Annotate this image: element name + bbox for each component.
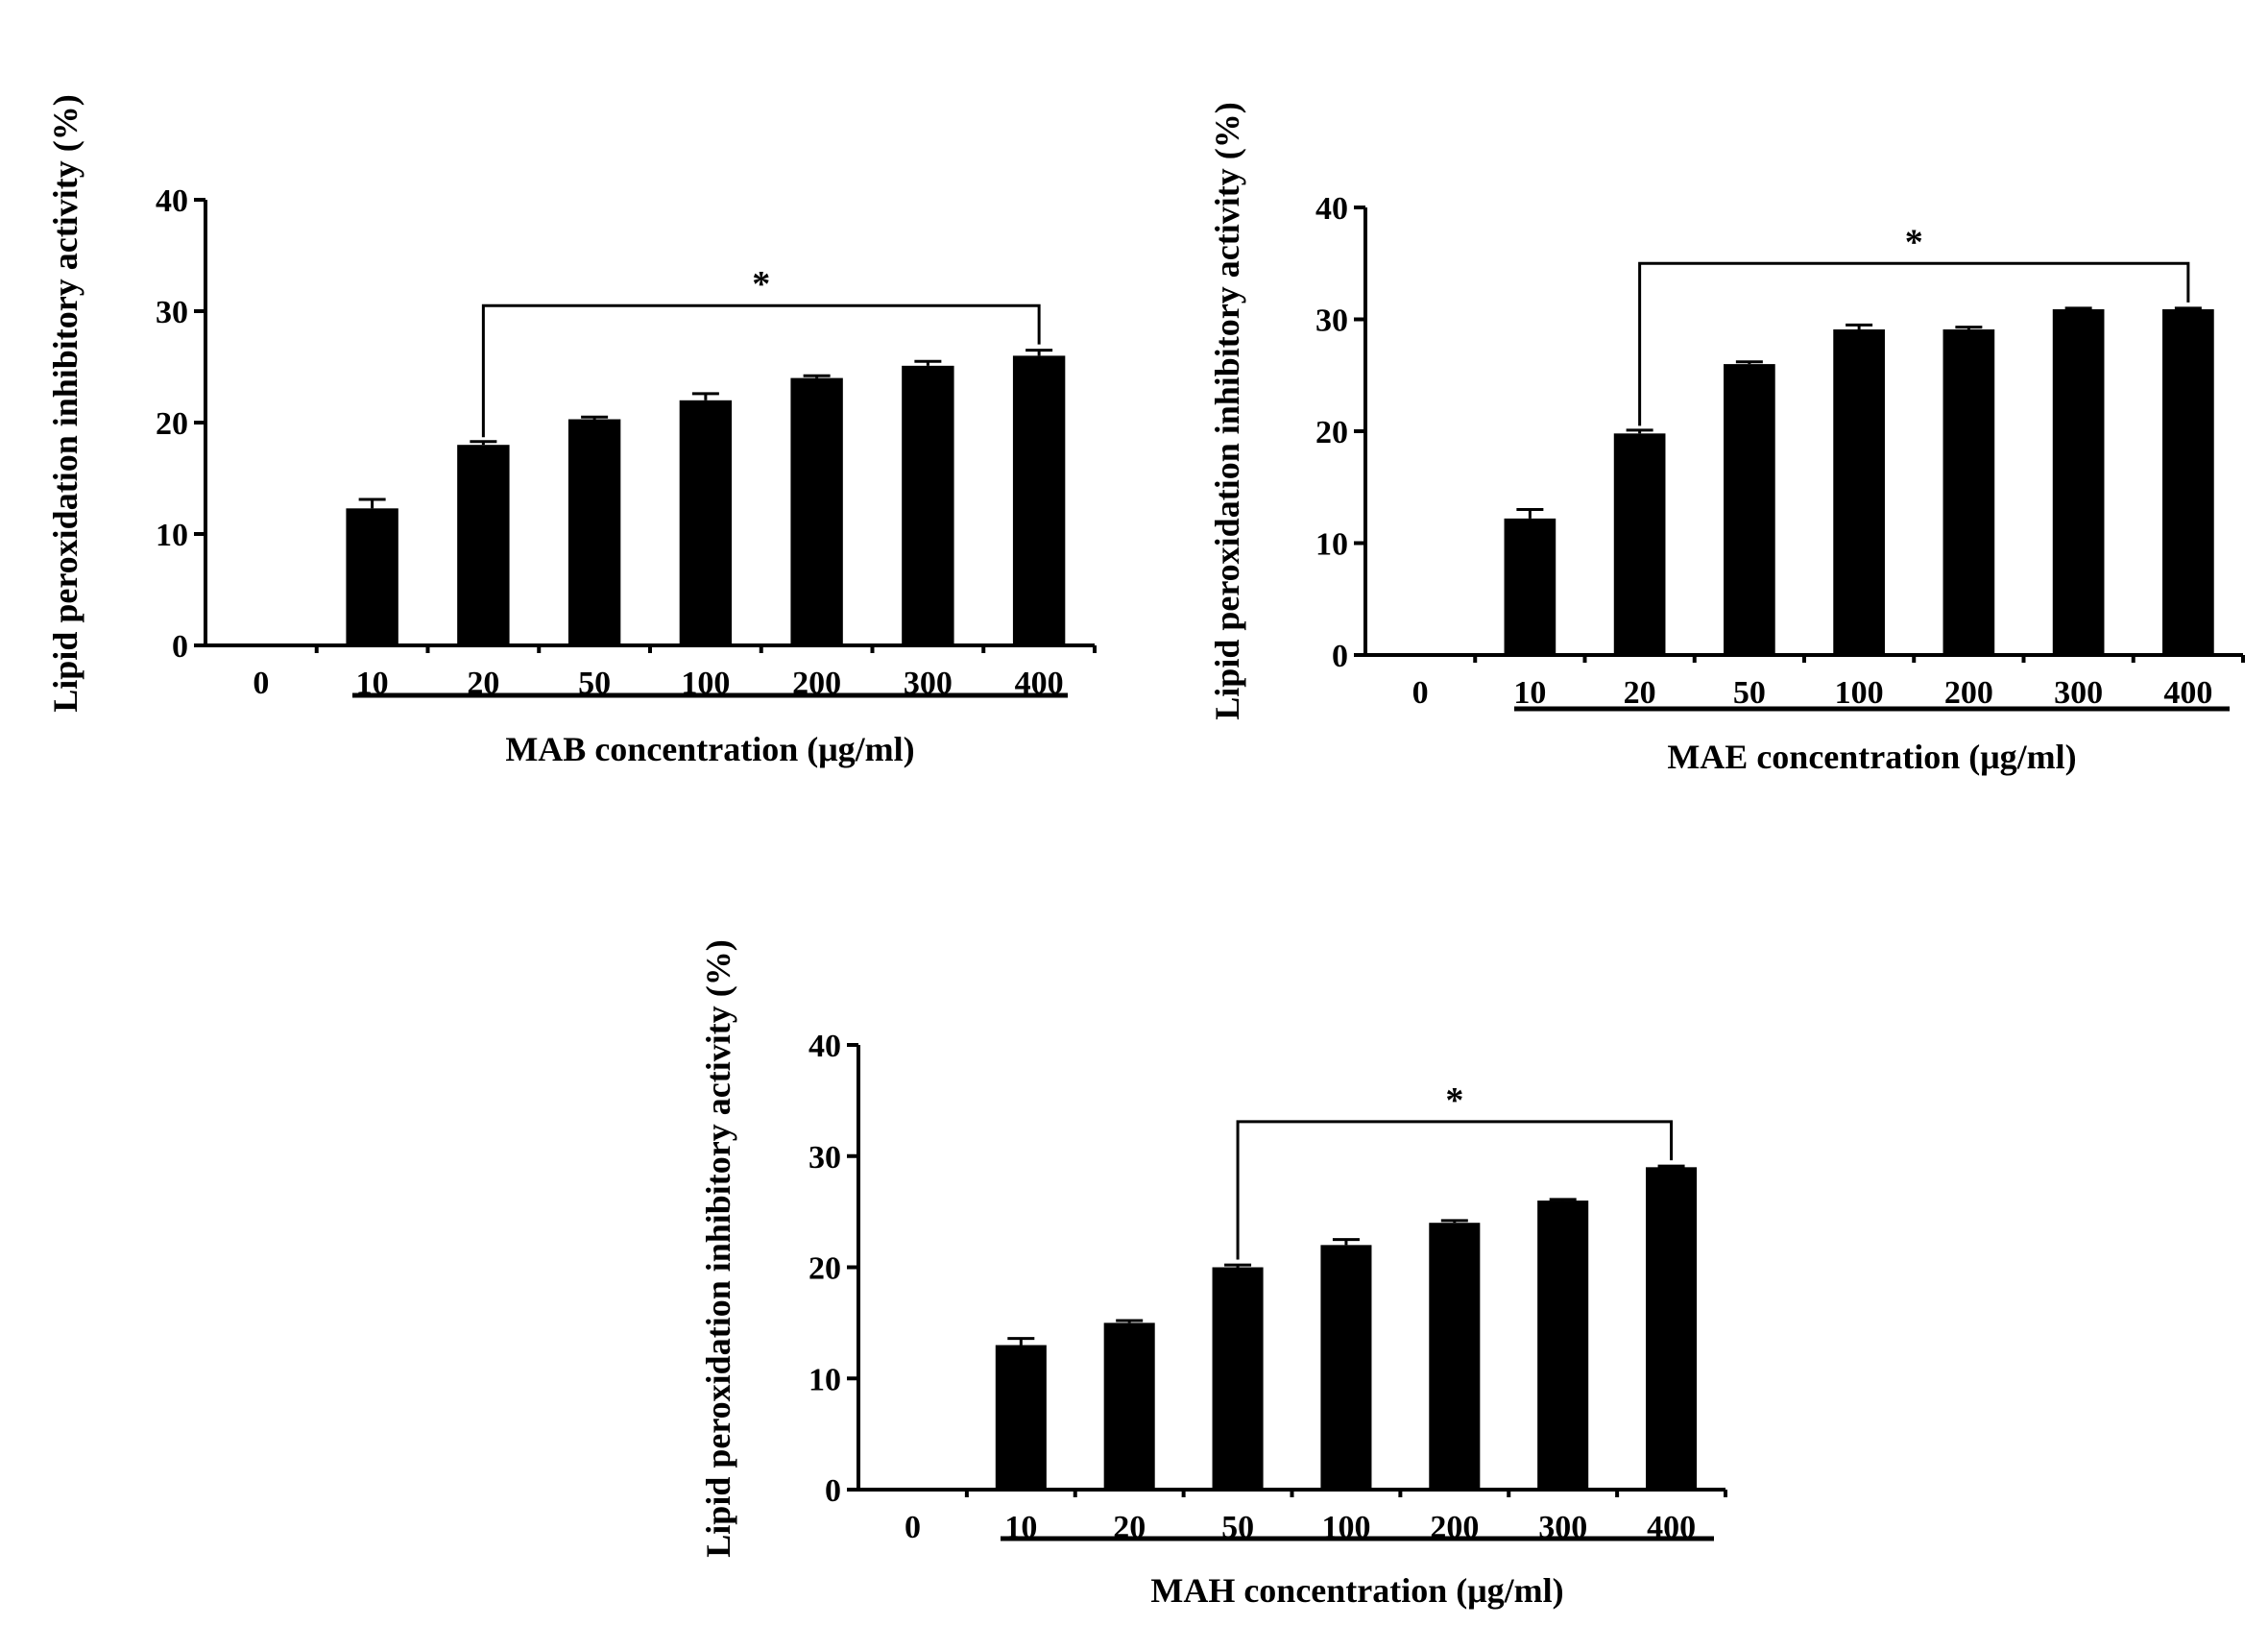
- bar-50: [567, 419, 621, 645]
- y-tick-label: 40: [156, 183, 188, 219]
- x-tick-label: 0: [905, 1510, 921, 1545]
- significance-bracket: [1638, 261, 2190, 426]
- y-tick-label: 30: [1315, 303, 1348, 339]
- y-axis-title: Lipid peroxidation inhibitory activity (…: [699, 939, 737, 1557]
- y-tick-label: 0: [1332, 639, 1348, 674]
- bar-50: [1724, 364, 1775, 655]
- y-tick-label: 10: [808, 1362, 841, 1397]
- y-tick-label: 40: [808, 1029, 841, 1064]
- y-tick-label: 0: [825, 1473, 841, 1509]
- bar-20: [457, 445, 510, 645]
- bar-100: [679, 400, 733, 645]
- y-tick-label: 0: [172, 629, 188, 665]
- y-axis-title: Lipid peroxidation inhibitory activity (…: [1208, 102, 1246, 719]
- y-tick-label: 10: [1315, 527, 1348, 563]
- x-tick-label: 10: [1513, 675, 1546, 711]
- y-tick-label: 40: [1315, 191, 1348, 227]
- bar-400: [2162, 309, 2214, 655]
- x-tick-label: 400: [2163, 675, 2212, 711]
- y-tick-label: 30: [808, 1140, 841, 1176]
- bar-10: [1504, 518, 1556, 655]
- bar-200: [1942, 328, 1995, 655]
- significance-label: *: [1445, 1080, 1463, 1121]
- bar-300: [2052, 309, 2105, 655]
- x-tick-label: 0: [1412, 675, 1429, 711]
- y-axis-title: Lipid peroxidation inhibitory activity (…: [46, 94, 84, 712]
- significance-label: *: [752, 264, 770, 304]
- bar-300: [1537, 1201, 1589, 1490]
- y-tick-label: 10: [156, 518, 188, 553]
- y-tick-label: 20: [808, 1251, 841, 1287]
- x-tick-label: 200: [1944, 675, 1993, 711]
- bar-50: [1212, 1267, 1264, 1490]
- bar-200: [1429, 1223, 1481, 1490]
- bar-100: [1320, 1245, 1372, 1490]
- y-tick-label: 30: [156, 295, 188, 330]
- bar-400: [1646, 1167, 1698, 1490]
- x-tick-label: 50: [1733, 675, 1766, 711]
- x-tick-label: 100: [1835, 675, 1884, 711]
- bar-20: [1613, 433, 1666, 655]
- x-axis-title: MAE concentration (μg/ml): [1667, 738, 2076, 776]
- bar-10: [346, 508, 398, 645]
- x-tick-label: 300: [2054, 675, 2103, 711]
- bar-20: [1103, 1322, 1155, 1490]
- bar-10: [995, 1345, 1047, 1490]
- y-tick-label: 20: [1315, 415, 1348, 450]
- bar-400: [1012, 355, 1066, 645]
- significance-label: *: [1905, 222, 1923, 262]
- x-axis-title: MAB concentration (μg/ml): [505, 730, 914, 768]
- y-tick-label: 20: [156, 406, 188, 442]
- x-tick-label: 0: [253, 666, 269, 701]
- x-tick-label: 20: [1624, 675, 1656, 711]
- bar-200: [790, 377, 843, 645]
- significance-bracket: [481, 303, 1041, 438]
- bar-100: [1833, 328, 1885, 655]
- x-axis-title: MAH concentration (μg/ml): [1150, 1571, 1563, 1610]
- bar-300: [902, 365, 954, 645]
- significance-bracket: [1236, 1120, 1674, 1260]
